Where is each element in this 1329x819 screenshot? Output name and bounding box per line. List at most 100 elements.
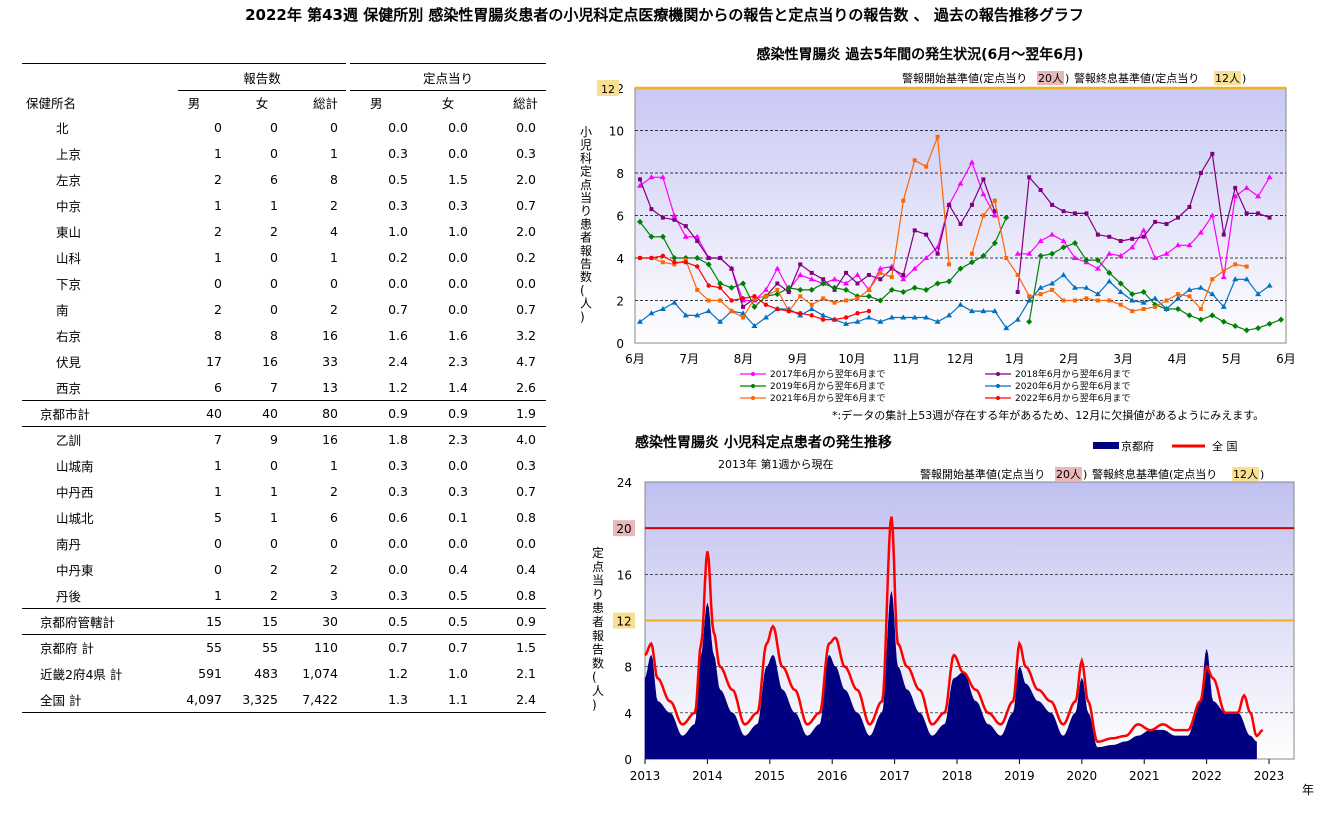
- data-point: [901, 273, 906, 277]
- data-point: [1049, 280, 1056, 286]
- cell-value: 0.1: [448, 510, 468, 525]
- cell-value: 0.2: [388, 250, 408, 265]
- data-point: [1015, 290, 1020, 294]
- cell-value: 591: [198, 666, 222, 681]
- data-point: [705, 308, 712, 314]
- table-row: 中丹西 1 1 2 0.3 0.3 0.7: [22, 479, 546, 505]
- cell-value: 1: [330, 458, 338, 473]
- data-point: [968, 308, 975, 314]
- data-point: [671, 299, 678, 305]
- legend-marker: [751, 384, 755, 388]
- data-point: [798, 294, 803, 299]
- data-point: [798, 262, 803, 267]
- data-point: [752, 294, 757, 299]
- data-point: [843, 286, 850, 293]
- data-point: [1014, 250, 1021, 256]
- cell-value: 0.3: [388, 198, 408, 213]
- cell-value: 0.0: [448, 276, 468, 291]
- data-point: [820, 317, 826, 322]
- data-point: [820, 312, 827, 318]
- legend-marker: [996, 384, 1000, 388]
- data-point: [1061, 209, 1066, 214]
- data-point: [1220, 303, 1227, 309]
- table-row: 京都市計 40 40 80 0.9 0.9 1.9: [22, 400, 546, 427]
- data-point: [706, 256, 711, 260]
- data-point: [659, 233, 666, 240]
- data-point: [1049, 231, 1056, 237]
- data-point: [1141, 307, 1146, 311]
- cell-value: 1.6: [448, 328, 468, 343]
- cell-value: 0.5: [388, 172, 408, 187]
- data-point: [844, 298, 849, 303]
- cell-value: 2.0: [516, 172, 536, 187]
- table-row: 全国 計 4,097 3,325 7,422 1.3 1.1 2.4: [22, 686, 546, 713]
- cell-value: 2.6: [516, 379, 536, 395]
- threshold-marker: [613, 612, 635, 629]
- cell-value: 0.7: [516, 198, 536, 213]
- threshold-label: 警報終息基準値(定点当り: [1074, 71, 1199, 85]
- data-point: [1243, 327, 1250, 334]
- data-point: [695, 287, 700, 292]
- table-row: 丹後 1 2 3 0.3 0.5 0.8: [22, 583, 546, 609]
- legend-label: 2021年6月から翌年6月まで: [770, 392, 885, 404]
- data-point: [741, 304, 746, 309]
- threshold-label: 警報開始基準値(定点当り: [920, 467, 1045, 481]
- data-point: [660, 253, 666, 259]
- cell-value: 0: [270, 276, 278, 291]
- data-point: [740, 280, 747, 287]
- data-point: [821, 277, 826, 282]
- report-table: 報告数 定点当り 保健所名 男 女 総計 男 女 総計 北 0 0 0 0.0 0.0 0.…: [22, 63, 546, 713]
- y-tick-label: 8: [616, 167, 624, 181]
- threshold-close: ): [1260, 468, 1264, 481]
- data-point: [808, 306, 815, 311]
- data-point: [649, 255, 654, 261]
- cell-value: 1,074: [302, 666, 338, 681]
- column-header-male: 男: [187, 96, 201, 112]
- data-point: [682, 233, 689, 239]
- threshold-close: ): [1083, 468, 1087, 481]
- cell-value: 1: [330, 146, 338, 161]
- data-point: [683, 260, 688, 265]
- cell-value: 0: [330, 276, 338, 291]
- data-point: [900, 276, 907, 282]
- data-point: [1083, 257, 1090, 264]
- data-point: [947, 262, 952, 267]
- cell-value: 0.9: [350, 400, 418, 427]
- data-point: [1255, 325, 1262, 332]
- data-point: [901, 198, 906, 203]
- cell-value: 1.0: [448, 666, 468, 681]
- data-point: [717, 285, 723, 290]
- data-point: [648, 233, 655, 240]
- row-name: 中京: [56, 199, 82, 214]
- data-point: [1106, 278, 1113, 284]
- table-row: 右京 8 8 16 1.6 1.6 3.2: [22, 323, 546, 349]
- data-point: [659, 174, 666, 180]
- cell-value: 0.8: [516, 510, 536, 525]
- data-point: [1071, 284, 1078, 290]
- data-point: [911, 284, 918, 291]
- data-point: [1244, 264, 1249, 269]
- data-point: [1140, 289, 1147, 295]
- data-point: [1050, 287, 1055, 292]
- data-point: [1084, 211, 1089, 216]
- data-point: [1094, 257, 1101, 264]
- cell-value: 7,422: [290, 686, 346, 713]
- cell-value: 1: [214, 198, 222, 213]
- data-point: [1130, 309, 1135, 314]
- x-tick-label: 2023: [1254, 769, 1285, 783]
- data-point: [912, 228, 917, 233]
- data-point: [637, 182, 643, 188]
- data-point: [729, 298, 734, 303]
- data-point: [797, 286, 804, 293]
- data-point: [900, 289, 907, 295]
- data-point: [1027, 294, 1032, 299]
- data-point: [1071, 255, 1078, 260]
- data-point: [659, 306, 666, 311]
- data-point: [992, 209, 997, 214]
- data-point: [809, 313, 814, 318]
- data-point: [855, 311, 860, 316]
- data-point: [1060, 244, 1067, 251]
- cell-value: 0.3: [388, 458, 408, 473]
- data-point: [638, 177, 642, 182]
- cell-value: 0.0: [516, 536, 536, 551]
